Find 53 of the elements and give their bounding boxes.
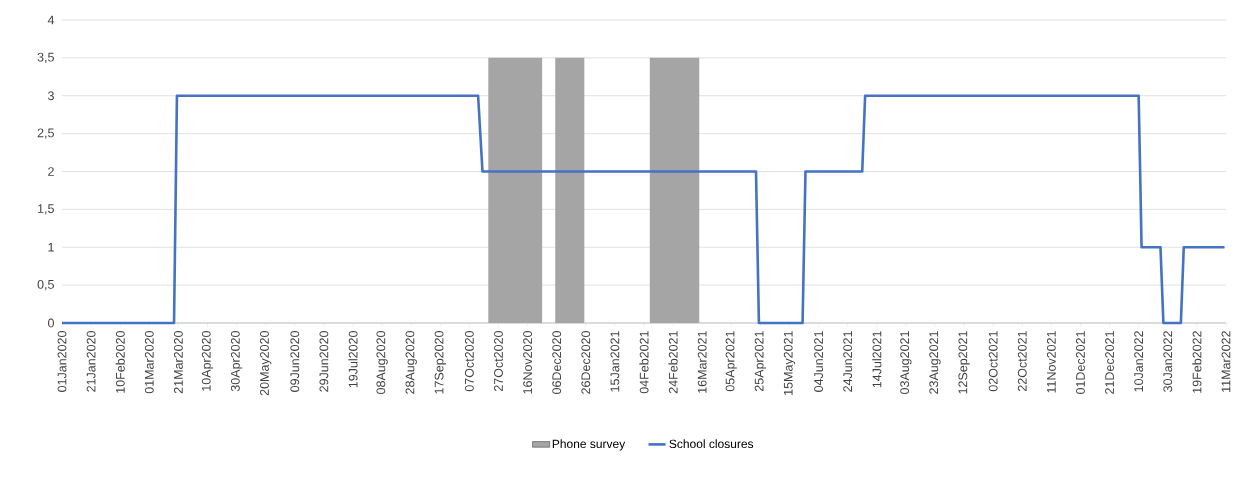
x-tick-label: 16Nov2020 xyxy=(523,331,533,394)
y-tick-label: 3,5 xyxy=(37,52,54,64)
x-tick-label: 14Jul2021 xyxy=(872,331,882,388)
x-tick-label: 19Feb2022 xyxy=(1192,331,1202,393)
x-tick-label: 10Feb2020 xyxy=(115,331,125,393)
y-tick-label: 0,5 xyxy=(37,279,54,291)
y-tick-label: 2 xyxy=(48,167,54,176)
x-tick-label: 19Jul2020 xyxy=(348,331,358,388)
x-tick-label: 24Feb2021 xyxy=(668,331,678,394)
x-tick-label: 23Aug2021 xyxy=(929,331,941,394)
x-tick-label: 21Jan2020 xyxy=(86,331,96,392)
x-tick-label: 22Oct2021 xyxy=(1017,331,1027,392)
x-tick-label: 30Apr2020 xyxy=(230,331,243,392)
x-tick-label: 01Mar2020 xyxy=(144,331,154,394)
x-tick-label: 20May2020 xyxy=(260,331,272,396)
legend-label: School closures xyxy=(669,439,754,449)
x-tick-label: 28Aug2020 xyxy=(405,331,417,394)
x-tick-label: 15May2021 xyxy=(783,331,796,395)
x-tick-label: 11Nov2021 xyxy=(1046,331,1056,393)
x-tick-label: 25Apr2021 xyxy=(754,331,767,392)
line-series xyxy=(60,94,1226,325)
y-tick-label: 2,5 xyxy=(37,128,54,139)
x-tick-label: 11Mar2022 xyxy=(1221,331,1231,392)
x-tick-label: 17Sep2020 xyxy=(434,331,446,394)
x-tick-label: 30Jan2022 xyxy=(1163,331,1173,392)
x-tick-label: 21Dec2021 xyxy=(1105,331,1114,394)
x-tick-label: 16Mar2021 xyxy=(697,331,707,393)
x-tick-label: 06Dec2020 xyxy=(552,331,562,394)
x-tick-label: 05Apr2021 xyxy=(725,331,737,392)
x-tick-label: 26Dec2020 xyxy=(581,331,591,394)
x-tick-label: 29Jun2020 xyxy=(319,331,329,392)
x-tick-label: 27Oct2020 xyxy=(494,331,503,392)
x-tick-label: 21Mar2020 xyxy=(173,331,183,394)
legend-label: Phone survey xyxy=(552,439,626,451)
x-tick-label: 09Jun2020 xyxy=(290,331,300,392)
x-tick-label: 24Jun2021 xyxy=(843,331,853,392)
x-tick-label: 12Sep2021 xyxy=(958,331,970,394)
x-tick-label: 10Jan2022 xyxy=(1134,331,1144,392)
x-tick-label: 01Dec2021 xyxy=(1076,331,1085,394)
x-tick-label: 04Jun2021 xyxy=(814,331,823,392)
x-tick-label: 04Feb2021 xyxy=(639,331,649,394)
y-tick-label: 1,5 xyxy=(38,204,54,215)
x-tick-label: 15Jan2021 xyxy=(610,331,620,392)
x-tick-label: 01Jan2020 xyxy=(57,331,67,392)
y-tick-label: 0 xyxy=(48,318,54,328)
x-tick-label: 08Aug2020 xyxy=(376,331,388,394)
y-tick-label: 4 xyxy=(47,15,55,25)
x-tick-label: 03Aug2021 xyxy=(900,331,912,394)
y-tick-label: 1 xyxy=(48,242,54,252)
x-tick-label: 07Oct2020 xyxy=(464,331,474,392)
x-tick-label: 02Oct2021 xyxy=(988,331,998,392)
y-tick-label: 3 xyxy=(47,91,54,101)
x-tick-label: 10Apr2020 xyxy=(201,331,214,391)
